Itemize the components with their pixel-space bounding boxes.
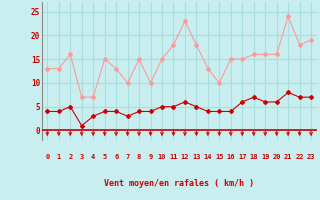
X-axis label: Vent moyen/en rafales ( km/h ): Vent moyen/en rafales ( km/h )	[104, 179, 254, 188]
